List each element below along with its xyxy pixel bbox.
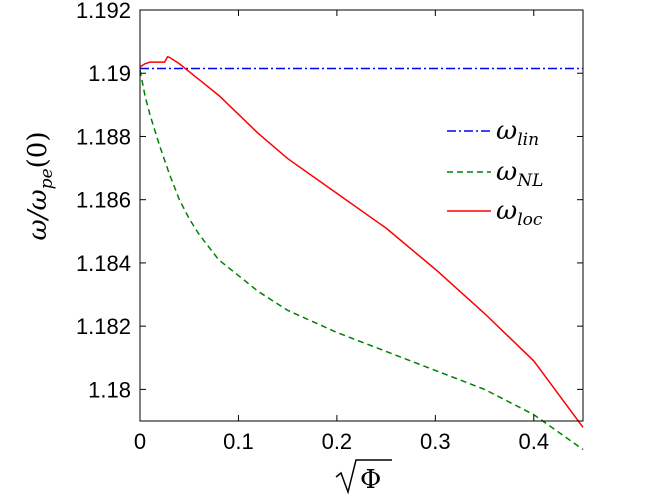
plot-area [140,10,583,421]
x-tick-label: 0.4 [518,429,549,454]
x-tick-label: 0.2 [322,429,353,454]
x-tick-label: 0.3 [420,429,451,454]
legend-label-nl: ωNL [496,157,543,191]
legend-label-lin: ωlin [496,116,539,150]
plot-frame [139,9,584,422]
y-tick-label: 1.182 [76,314,131,339]
x-tick-label: 0.1 [223,429,254,454]
y-axis-label: ω/ωpe(0) [23,132,57,241]
sqrt-radical-icon [335,459,392,495]
x-axis-label-symbol: Φ [360,465,381,495]
y-tick-label: 1.186 [76,188,131,213]
y-axis-label-text: ω/ωpe(0) [23,132,57,241]
y-tick-label: 1.19 [88,61,131,86]
legend-label-loc: ωloc [496,196,543,230]
legend: ωlin ωNL ωloc [447,116,543,230]
tick-layer: 0 0.1 0.2 0.3 0.4 1.18 1.182 1.184 1.186 1.188 1.1… [76,0,583,454]
y-tick-label: 1.188 [76,124,131,149]
x-axis-label: Φ [335,459,392,495]
y-tick-label: 1.184 [76,251,131,276]
series-layer [139,55,584,451]
series-line-loc [139,55,584,428]
y-tick-label: 1.18 [88,377,131,402]
y-tick-label: 1.192 [76,0,131,23]
x-tick-label: 0 [134,429,146,454]
series-line-nl [139,69,584,451]
